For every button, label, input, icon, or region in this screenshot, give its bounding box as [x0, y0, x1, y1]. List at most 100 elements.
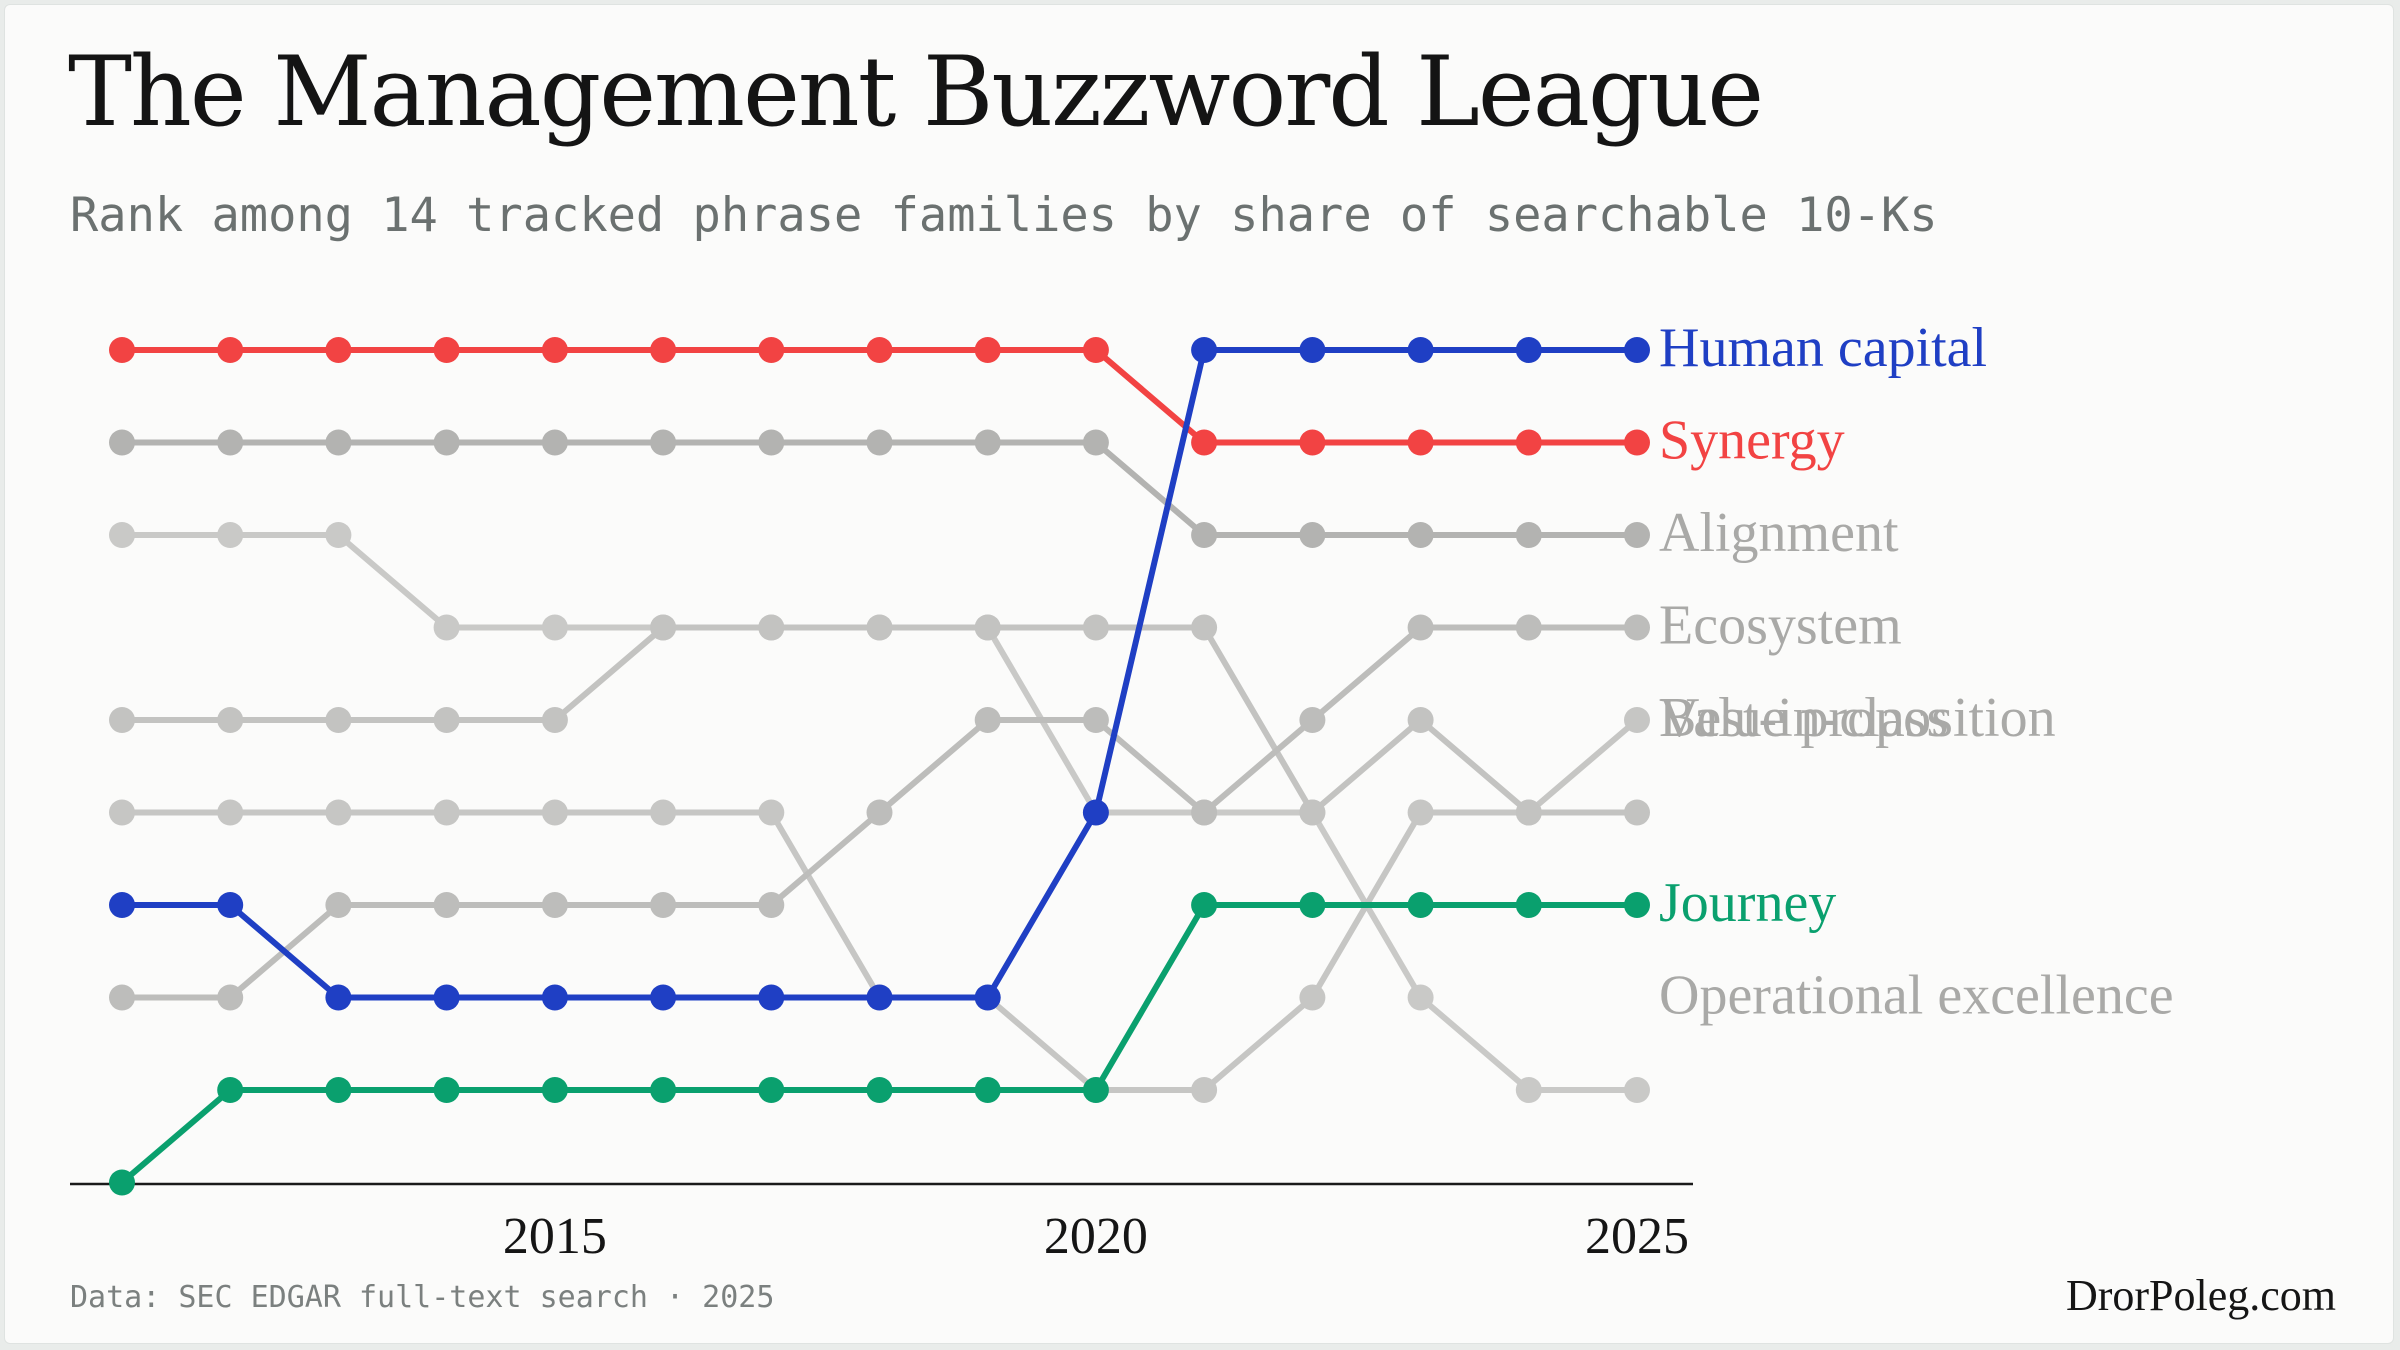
data-point-synergy-2023 [1407, 429, 1434, 456]
data-point-ecosystem-2024 [1515, 614, 1542, 641]
data-point-operational-excellence-2015 [541, 614, 568, 641]
data-point-alignment-2012 [217, 429, 244, 456]
data-point-value-proposition-2019 [974, 614, 1001, 641]
data-point-journey-2024 [1515, 892, 1542, 918]
data-point-journey-2019 [974, 1077, 1001, 1103]
data-point-ecosystem-2023 [1407, 614, 1434, 641]
x-tick-label-2015: 2015 [503, 1208, 607, 1265]
data-point-synergy-2022 [1299, 429, 1326, 456]
data-point-human-capital-2021 [1191, 337, 1218, 363]
data-point-alignment-2016 [650, 429, 677, 456]
data-point-best-in-class-2017 [758, 799, 785, 826]
data-point-value-proposition-2013 [325, 707, 352, 733]
data-point-best-in-class-2013 [325, 799, 352, 826]
data-point-journey-2011 [109, 1169, 135, 1196]
series-label-value-proposition: Value proposition [1659, 687, 2056, 749]
data-point-operational-excellence-2014 [433, 614, 460, 641]
data-point-human-capital-2018 [866, 984, 893, 1011]
data-point-alignment-2014 [433, 429, 460, 456]
data-point-best-in-class-2022 [1299, 984, 1326, 1011]
data-point-operational-excellence-2013 [325, 522, 352, 548]
data-point-synergy-2016 [650, 337, 677, 363]
data-point-journey-2014 [433, 1077, 460, 1103]
data-point-value-proposition-2011 [109, 707, 135, 733]
data-point-journey-2020 [1082, 1077, 1109, 1103]
data-point-alignment-2022 [1299, 522, 1326, 548]
chart-card [4, 4, 2394, 1344]
data-point-ecosystem-2012 [217, 984, 244, 1011]
x-tick-label-2025: 2025 [1585, 1208, 1689, 1265]
data-point-human-capital-2022 [1299, 337, 1326, 363]
data-point-operational-excellence-2011 [109, 522, 135, 548]
series-label-ecosystem: Ecosystem [1659, 595, 1902, 657]
series-line-synergy [119, 347, 1640, 446]
data-point-human-capital-2014 [433, 984, 460, 1011]
data-point-synergy-2012 [217, 337, 244, 363]
data-point-journey-2025 [1624, 892, 1650, 918]
data-point-ecosystem-2020 [1082, 707, 1109, 733]
data-point-synergy-2011 [109, 337, 135, 363]
series-line-alignment [119, 439, 1640, 538]
data-point-human-capital-2020 [1082, 799, 1109, 826]
data-point-human-capital-2015 [541, 984, 568, 1011]
series-label-journey: Journey [1659, 872, 1836, 934]
data-point-value-proposition-2023 [1407, 707, 1434, 733]
data-point-journey-2013 [325, 1077, 352, 1103]
data-point-synergy-2015 [541, 337, 568, 363]
series-label-best-in-class: Best-in-class [1659, 687, 1948, 749]
data-point-ecosystem-2013 [325, 892, 352, 918]
chart-title: The Management Buzzword League [68, 36, 1764, 148]
data-point-value-proposition-2021 [1191, 614, 1218, 641]
data-point-best-in-class-2014 [433, 799, 460, 826]
data-point-journey-2015 [541, 1077, 568, 1103]
data-point-value-proposition-2012 [217, 707, 244, 733]
data-point-synergy-2014 [433, 337, 460, 363]
data-point-operational-excellence-2024 [1515, 1077, 1542, 1103]
data-point-synergy-2019 [974, 337, 1001, 363]
data-point-best-in-class-2023 [1407, 799, 1434, 826]
data-point-ecosystem-2018 [866, 799, 893, 826]
series-line-journey [119, 902, 1640, 1186]
data-point-journey-2021 [1191, 892, 1218, 918]
data-point-alignment-2024 [1515, 522, 1542, 548]
data-point-ecosystem-2022 [1299, 707, 1326, 733]
data-point-operational-excellence-2025 [1624, 1077, 1650, 1103]
data-point-synergy-2017 [758, 337, 785, 363]
data-point-best-in-class-2025 [1624, 707, 1650, 733]
data-point-ecosystem-2011 [109, 984, 135, 1011]
data-source-note: Data: SEC EDGAR full-text search · 2025 [70, 1280, 775, 1315]
data-point-value-proposition-2016 [650, 614, 677, 641]
brand-credit: DrorPoleg.com [2065, 1271, 2336, 1320]
x-tick-label-2020: 2020 [1044, 1208, 1148, 1265]
data-point-best-in-class-2016 [650, 799, 677, 826]
data-point-human-capital-2023 [1407, 337, 1434, 363]
data-point-value-proposition-2017 [758, 614, 785, 641]
data-point-ecosystem-2016 [650, 892, 677, 918]
data-point-value-proposition-2024 [1515, 799, 1542, 826]
data-point-best-in-class-2012 [217, 799, 244, 826]
data-point-value-proposition-2014 [433, 707, 460, 733]
data-point-ecosystem-2015 [541, 892, 568, 918]
data-point-ecosystem-2025 [1624, 614, 1650, 641]
series-label-alignment: Alignment [1659, 502, 1899, 564]
chart-subtitle: Rank among 14 tracked phrase families by… [70, 188, 1938, 243]
data-point-journey-2018 [866, 1077, 893, 1103]
data-point-value-proposition-2015 [541, 707, 568, 733]
data-point-synergy-2021 [1191, 429, 1218, 456]
data-point-best-in-class-2015 [541, 799, 568, 826]
data-point-journey-2023 [1407, 892, 1434, 918]
data-point-alignment-2018 [866, 429, 893, 456]
data-point-ecosystem-2014 [433, 892, 460, 918]
data-point-synergy-2020 [1082, 337, 1109, 363]
data-point-journey-2012 [217, 1077, 244, 1103]
data-point-alignment-2023 [1407, 522, 1434, 548]
data-point-value-proposition-2018 [866, 614, 893, 641]
data-point-synergy-2025 [1624, 429, 1650, 456]
data-point-human-capital-2025 [1624, 337, 1650, 363]
data-point-value-proposition-2020 [1082, 614, 1109, 641]
data-point-value-proposition-2022 [1299, 799, 1326, 826]
data-point-alignment-2013 [325, 429, 352, 456]
series-label-operational-excellence: Operational excellence [1659, 965, 2174, 1027]
data-point-alignment-2020 [1082, 429, 1109, 456]
data-point-synergy-2024 [1515, 429, 1542, 456]
